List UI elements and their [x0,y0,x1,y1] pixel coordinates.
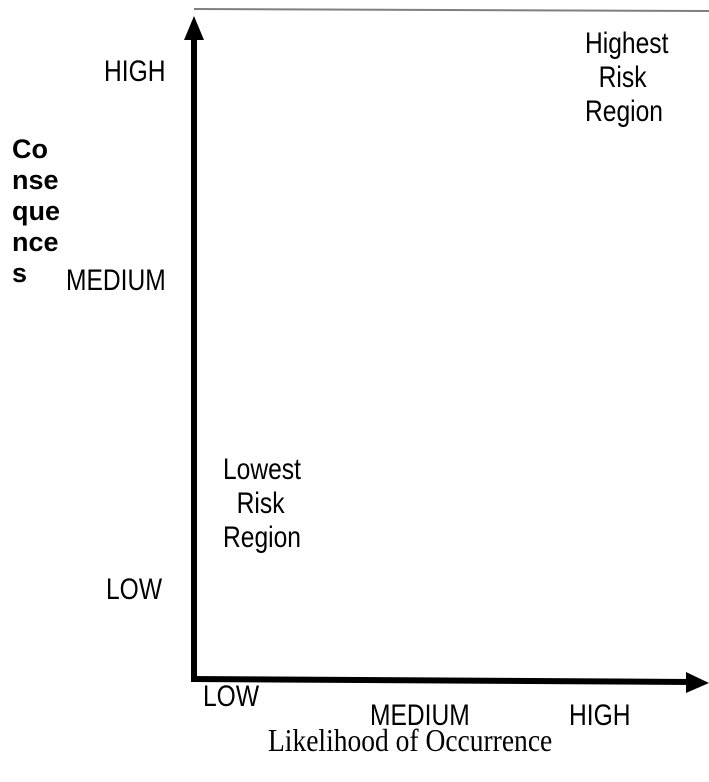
y-level-medium: MEDIUM [66,264,166,297]
y-axis-title-line: nse [12,165,59,195]
region-label-line: Highest [585,27,669,60]
x-level-high: HIGH [569,699,631,732]
y-level-high: HIGH [104,55,166,88]
x-axis-title: Likelihood of Occurrence [268,722,553,758]
x-level-medium: MEDIUM [370,699,470,732]
y-axis-title-line: s [12,258,28,288]
y-axis-title: Co nse que nce s [12,134,72,289]
y-axis-arrowhead [184,16,204,40]
y-axis-title-line: nce [12,227,59,257]
region-label-line: Risk [223,487,285,520]
x-axis-line [190,676,691,685]
region-label-line: Risk [585,61,647,94]
region-label-line: Region [223,521,301,554]
region-label-line: Region [585,95,663,128]
y-axis-title-line: que [12,196,61,226]
lowest-risk-region-label: Lowest Risk Region [223,453,301,555]
top-border-line [193,8,709,12]
y-level-low: LOW [106,573,163,606]
x-level-low: LOW [203,680,260,713]
y-axis-title-line: Co [12,134,48,164]
x-axis-arrowhead [686,672,709,693]
highest-risk-region-label: Highest Risk Region [585,27,668,129]
region-label-line: Lowest [223,453,301,486]
